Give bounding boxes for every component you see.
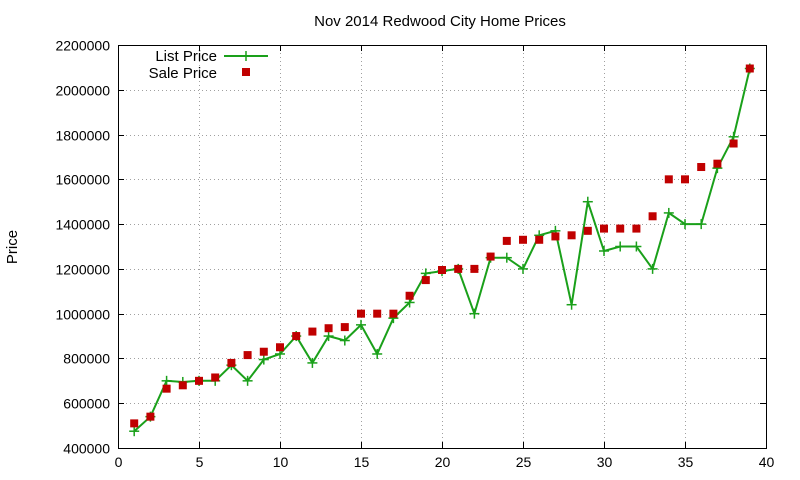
y-tick-label: 1800000 bbox=[55, 128, 110, 144]
legend-marker-list-price bbox=[241, 51, 251, 61]
data-point bbox=[339, 335, 350, 346]
data-point bbox=[519, 235, 527, 244]
series-sale-price bbox=[130, 64, 754, 428]
data-point bbox=[582, 196, 593, 207]
y-tick-label: 2000000 bbox=[55, 83, 110, 99]
data-point bbox=[600, 224, 608, 233]
data-point bbox=[697, 163, 706, 172]
data-point bbox=[616, 224, 625, 233]
y-tick-label: 600000 bbox=[63, 396, 110, 412]
legend-label-list-price: List Price bbox=[155, 48, 217, 65]
data-point bbox=[323, 331, 334, 342]
data-point bbox=[129, 426, 140, 437]
data-point bbox=[680, 219, 690, 230]
data-point bbox=[696, 219, 707, 230]
data-point bbox=[486, 252, 495, 261]
data-point bbox=[631, 241, 642, 252]
grid-layer bbox=[118, 45, 766, 448]
x-tick-label: 30 bbox=[597, 454, 613, 470]
data-point bbox=[146, 412, 155, 421]
data-point bbox=[356, 319, 366, 330]
data-point bbox=[454, 264, 463, 273]
legend-label-sale-price: Sale Price bbox=[149, 65, 217, 82]
x-tick-label: 5 bbox=[196, 454, 204, 470]
x-tick-label: 10 bbox=[273, 454, 289, 470]
data-point bbox=[632, 224, 641, 233]
series-layer bbox=[129, 63, 755, 437]
legend: List Price Sale Price bbox=[149, 48, 268, 82]
data-point bbox=[469, 308, 480, 319]
data-point bbox=[470, 264, 479, 273]
data-point bbox=[307, 357, 318, 368]
data-point bbox=[340, 323, 349, 332]
y-tick-label: 2200000 bbox=[55, 38, 110, 54]
data-point bbox=[243, 351, 252, 360]
data-point bbox=[308, 327, 317, 336]
y-tick-label: 1000000 bbox=[55, 307, 110, 323]
y-tick-label: 1400000 bbox=[55, 217, 110, 233]
data-point bbox=[292, 332, 301, 341]
data-point bbox=[161, 375, 172, 386]
data-point bbox=[535, 235, 544, 244]
data-point bbox=[729, 139, 738, 148]
x-tick-label: 25 bbox=[516, 454, 532, 470]
data-point bbox=[373, 309, 382, 318]
data-point bbox=[599, 245, 609, 256]
data-point bbox=[227, 358, 236, 367]
data-point bbox=[583, 226, 592, 235]
data-point bbox=[648, 212, 657, 221]
data-point bbox=[178, 381, 187, 390]
data-point bbox=[518, 263, 528, 274]
data-point bbox=[438, 266, 446, 275]
data-point bbox=[745, 64, 754, 73]
y-axis-label: Price bbox=[4, 230, 21, 264]
data-point bbox=[276, 343, 284, 352]
y-tick-label: 400000 bbox=[63, 441, 110, 457]
data-point bbox=[664, 175, 673, 184]
chart-title: Nov 2014 Redwood City Home Prices bbox=[314, 13, 566, 30]
data-point bbox=[195, 376, 203, 385]
data-point bbox=[501, 252, 512, 263]
y-tick-label: 1200000 bbox=[55, 262, 110, 278]
data-point bbox=[389, 309, 398, 318]
data-point bbox=[372, 348, 383, 359]
x-tick-label: 35 bbox=[678, 454, 694, 470]
x-tick-label: 20 bbox=[435, 454, 451, 470]
data-point bbox=[502, 236, 511, 245]
x-tick-label: 40 bbox=[759, 454, 775, 470]
data-point bbox=[551, 232, 560, 241]
data-point bbox=[258, 354, 269, 365]
legend-marker-sale-price bbox=[242, 68, 250, 76]
data-point bbox=[566, 299, 577, 310]
data-point bbox=[647, 263, 658, 274]
data-point bbox=[405, 291, 414, 300]
data-point bbox=[162, 384, 171, 393]
data-point bbox=[242, 375, 253, 386]
data-point bbox=[259, 347, 268, 356]
x-tick-label: 15 bbox=[354, 454, 370, 470]
data-point bbox=[211, 373, 220, 382]
data-point bbox=[324, 324, 333, 333]
data-point bbox=[713, 159, 722, 168]
data-point bbox=[357, 309, 365, 318]
data-point bbox=[681, 175, 689, 184]
data-point bbox=[567, 231, 576, 240]
x-tick-label: 0 bbox=[115, 454, 123, 470]
legend-swatches bbox=[224, 51, 268, 76]
data-point bbox=[663, 207, 674, 218]
data-point bbox=[130, 419, 139, 428]
data-point bbox=[421, 276, 430, 285]
data-point bbox=[615, 241, 626, 252]
y-tick-label: 1600000 bbox=[55, 172, 110, 188]
ticks-layer: 400000 600000 800000 1000000 1200000 1400000 1… bbox=[55, 38, 774, 471]
y-tick-label: 800000 bbox=[63, 351, 110, 367]
